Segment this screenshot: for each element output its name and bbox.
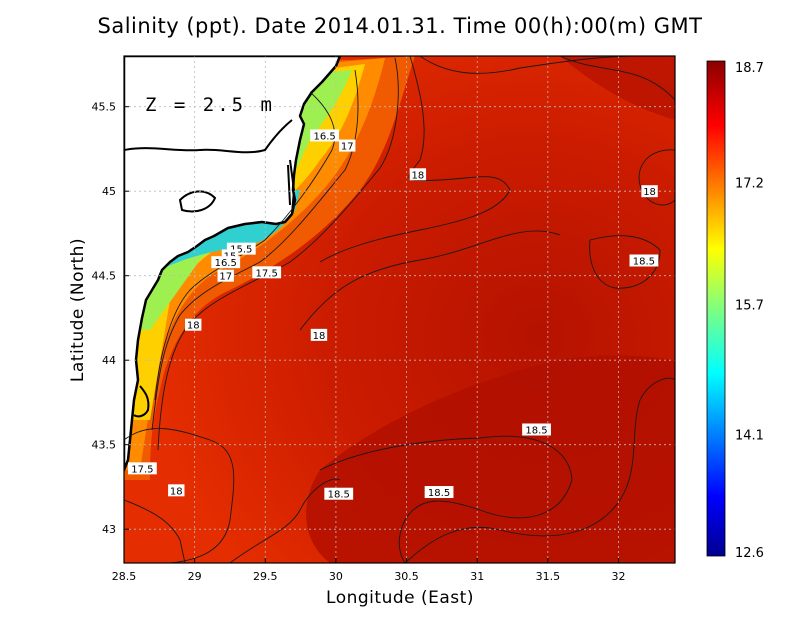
colorbar-tick-label: 12.6: [735, 546, 764, 561]
contour-label: 18: [643, 187, 656, 198]
y-axis-ticks: 43 43.5 44 44.5 45 45.5: [92, 101, 129, 536]
contour-label-bg: [339, 139, 356, 152]
contour-label: 18: [170, 486, 183, 497]
y-axis-label: Latitude (North): [68, 237, 88, 383]
contour-label-bg: [310, 328, 328, 341]
contour-label-bg: [424, 486, 454, 499]
colorbar: [706, 60, 726, 557]
x-tick-label: 32: [611, 570, 625, 583]
contour-label-bg: [127, 462, 157, 475]
colorbar-tick-label: 18.7: [735, 61, 764, 76]
y-tick-label: 43.5: [92, 439, 117, 452]
contour-label-bg: [221, 249, 239, 262]
contour-label: 17: [219, 272, 232, 283]
x-tick-label: 29: [188, 570, 202, 583]
contour-label-bg: [629, 254, 659, 267]
y-tick-label: 45: [102, 185, 116, 198]
contour-label-bg: [168, 484, 185, 497]
contour-label-bg: [522, 423, 551, 436]
contour-label-bg: [641, 185, 658, 198]
x-tick-label: 28.5: [112, 570, 137, 583]
y-tick-label: 44: [102, 354, 116, 367]
contour-label: 16.5: [215, 258, 237, 269]
colorbar-tick-label: 17.2: [735, 177, 764, 192]
contour-label: 18.5: [328, 490, 350, 501]
contour-label: 17.5: [256, 268, 278, 279]
contour-label: 15.5: [230, 245, 252, 256]
grid-lines: [124, 56, 675, 563]
coast-detail-3: [287, 159, 296, 215]
contour-label: 18: [411, 170, 424, 181]
map-title: Salinity (ppt). Date 2014.01.31. Time 00…: [97, 14, 703, 38]
contour-label: 18.5: [633, 256, 655, 267]
contour-label: 16.5: [313, 131, 335, 142]
contour-label-bg: [185, 318, 202, 331]
y-tick-label: 44.5: [92, 270, 117, 283]
contour-label: 18.5: [525, 425, 547, 436]
high-salinity-patch-north: [560, 56, 675, 120]
land-mass: [124, 56, 342, 472]
contour-label-bg: [310, 129, 340, 142]
contour-label-bg: [217, 269, 234, 282]
colorbar-tick-label: 15.7: [735, 298, 764, 313]
x-tick-label: 29.5: [253, 570, 278, 583]
high-salinity-patch: [306, 355, 675, 563]
contour-label: 18: [187, 321, 200, 332]
contour-labels: 16.517181815.51516.51717.518.5181818.517…: [127, 129, 659, 501]
y-tick-label: 45.5: [92, 101, 117, 114]
coast-detail-4: [133, 385, 150, 418]
x-axis-ticks: 28.5 29 29.5 30 30.5 31 31.5 32: [112, 558, 625, 583]
contour-label-bg: [252, 266, 282, 279]
contour-label: 17.5: [131, 464, 153, 475]
contour-label: 18.5: [428, 488, 450, 499]
y-tick-label: 43: [102, 523, 116, 536]
x-tick-label: 30.5: [394, 570, 419, 583]
plot-frame: [123, 55, 676, 564]
x-tick-label: 31: [470, 570, 484, 583]
contour-label: 18: [313, 331, 326, 342]
x-tick-label: 30: [329, 570, 343, 583]
coast-detail-2: [178, 190, 217, 213]
x-tick-label: 31.5: [536, 570, 561, 583]
contour-label-bg: [211, 256, 241, 269]
coast-detail: [124, 119, 293, 154]
depth-label: Z = 2.5 m: [145, 94, 275, 116]
colorbar-ticks: 18.7 17.2 15.7 14.1 12.6: [735, 61, 764, 561]
contour-label: 17: [341, 142, 354, 153]
x-axis-label: Longitude (East): [326, 588, 474, 608]
contour-label-bg: [409, 168, 427, 181]
colorbar-tick-label: 14.1: [735, 428, 764, 443]
contour-label-bg: [324, 487, 354, 500]
